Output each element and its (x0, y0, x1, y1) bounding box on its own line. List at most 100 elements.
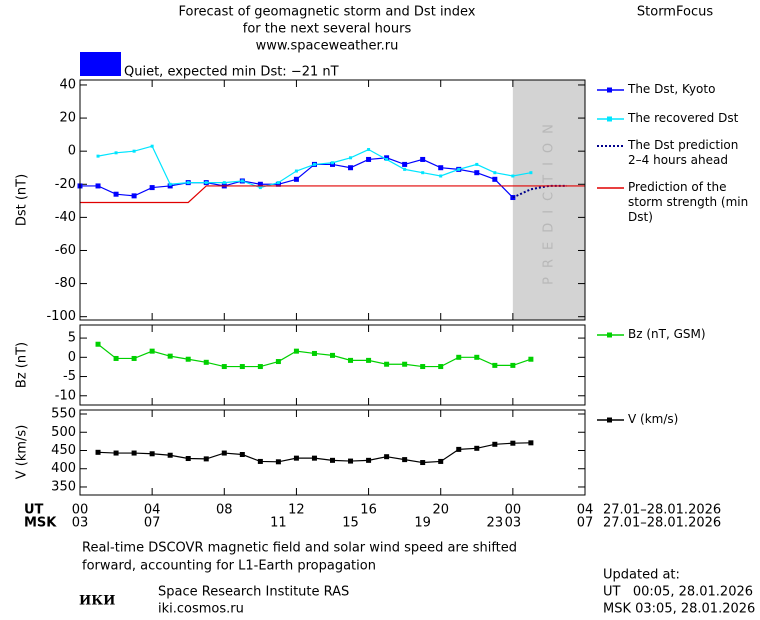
x2-tick-label: 19 (414, 516, 431, 531)
y-tick-label: -100 (46, 309, 76, 324)
point (528, 356, 534, 362)
point (149, 451, 155, 457)
point (402, 161, 408, 167)
point (275, 359, 281, 365)
y-tick-label: -40 (55, 210, 76, 225)
point (222, 181, 226, 185)
point (529, 171, 533, 175)
point (257, 458, 263, 464)
point (131, 450, 137, 456)
plot-frame (79, 409, 586, 496)
point (348, 458, 354, 464)
point (528, 440, 534, 446)
point (474, 445, 480, 451)
plot-frame (79, 324, 586, 406)
point (293, 176, 299, 182)
point (276, 181, 280, 185)
x-tick-label: 20 (432, 503, 449, 518)
point (348, 357, 354, 363)
x2-tick-label: 03 (505, 516, 522, 531)
point (294, 169, 298, 173)
note: Real-time DSCOVR magnetic field and sola… (82, 541, 517, 556)
point (186, 181, 190, 185)
point (330, 457, 335, 463)
x-tick-label: 16 (360, 503, 377, 518)
point (293, 455, 299, 461)
x2-tick-label: 07 (577, 516, 594, 531)
logo: ИКИ (79, 594, 115, 609)
x2-tick-label: 07 (144, 516, 161, 531)
legend-marker (607, 87, 612, 93)
date-range: 27.01–28.01.2026 (603, 503, 721, 518)
y-tick-label: 500 (51, 425, 76, 440)
y-tick-label: 40 (59, 77, 76, 92)
legend-label: V (km/s) (628, 412, 679, 426)
point (95, 449, 101, 455)
point (492, 441, 498, 447)
y-tick-label: -10 (55, 388, 76, 403)
legend-marker (607, 332, 612, 338)
point (511, 174, 515, 178)
title-line: Forecast of geomagnetic storm and Dst in… (178, 5, 475, 20)
point (474, 170, 480, 176)
point (221, 364, 227, 370)
point (384, 155, 390, 161)
point (492, 362, 498, 368)
x2-tick-label: 03 (72, 516, 89, 531)
y-tick-label: 550 (51, 407, 76, 422)
updated-ut: UT 00:05, 28.01.2026 (603, 585, 753, 600)
point (203, 359, 209, 365)
y-tick-label: 20 (59, 111, 76, 126)
point (168, 182, 172, 186)
point (366, 457, 372, 463)
point (510, 362, 516, 368)
plot-frame (79, 79, 586, 321)
point (312, 162, 316, 166)
point (131, 193, 137, 199)
updated-label: Updated at: (603, 568, 680, 583)
y-tick-label: 400 (51, 461, 76, 476)
prediction-band (512, 80, 585, 320)
x-tick-label: 04 (577, 503, 594, 518)
point (475, 162, 479, 166)
point (384, 454, 390, 460)
y-tick-label: -20 (55, 177, 76, 192)
point (275, 181, 281, 187)
point (349, 156, 353, 160)
legend-label: The Dst prediction 2–4 hours ahead (628, 138, 739, 167)
point (149, 348, 155, 354)
series-line (80, 185, 585, 204)
point (457, 167, 461, 171)
point (275, 459, 281, 465)
point (113, 191, 119, 197)
point (239, 452, 245, 458)
y-tick-label: 350 (51, 479, 76, 494)
y-axis-title: V (km/s) (15, 425, 30, 480)
point (257, 364, 263, 370)
point (258, 186, 262, 190)
institute: Space Research Institute RAS (158, 585, 349, 600)
x2-tick-label: 11 (270, 516, 287, 531)
point (510, 440, 516, 446)
point (420, 156, 426, 162)
x-tick-label: 08 (216, 503, 233, 518)
y-tick-label: -80 (55, 276, 76, 291)
point (239, 364, 245, 370)
status: Quiet, expected min Dst: −21 nT (124, 65, 339, 80)
note: forward, accounting for L1-Earth propaga… (82, 559, 376, 574)
point (113, 355, 119, 361)
x2-tick-label: 23 (487, 516, 504, 531)
x-tick-label: 12 (288, 503, 305, 518)
point (402, 361, 408, 367)
point (204, 181, 208, 185)
point (185, 456, 191, 462)
legend-marker (607, 417, 612, 423)
point (149, 185, 155, 191)
point (132, 149, 136, 153)
y-tick-label: -5 (63, 369, 76, 384)
point (330, 161, 335, 167)
title-line: www.spaceweather.ru (256, 39, 399, 54)
x-tick-label: 00 (505, 503, 522, 518)
site: iki.cosmos.ru (158, 602, 244, 617)
